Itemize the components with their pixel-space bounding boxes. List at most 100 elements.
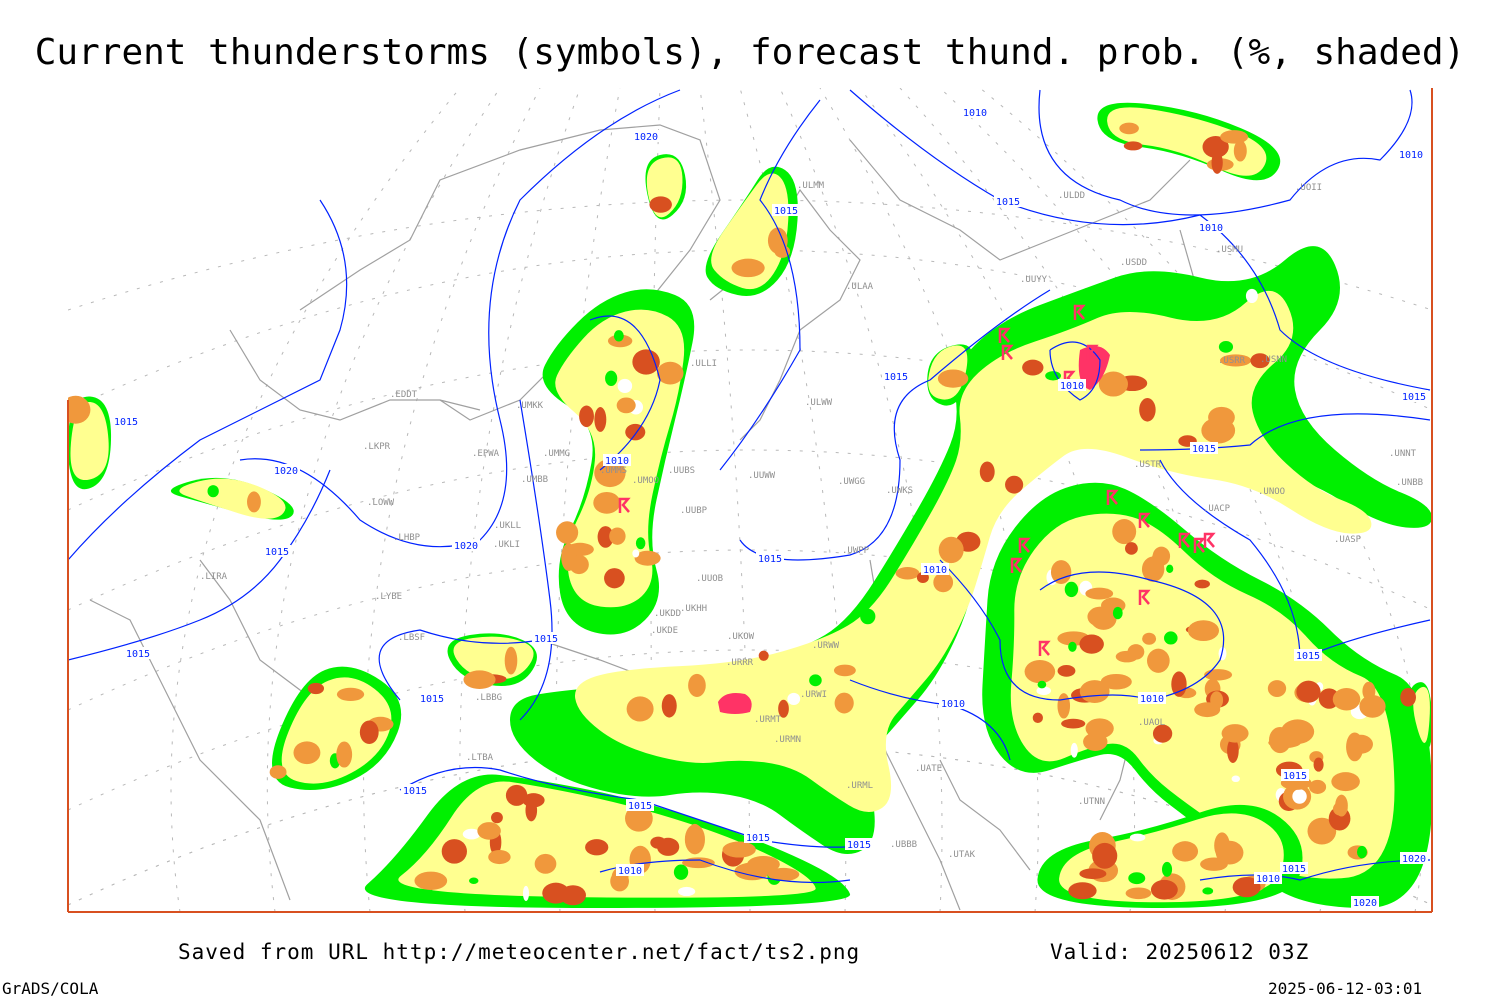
station-label: .URWI [800, 690, 827, 700]
prob-blob-very-high [1296, 680, 1321, 703]
isobar-label: 1015 [114, 417, 138, 428]
isobar-label-bg [921, 563, 949, 575]
isobar-label-bg [1400, 852, 1428, 864]
meridian [899, 88, 1232, 912]
prob-hole [1037, 680, 1047, 689]
meridian [170, 88, 461, 912]
station-label: .UNNT [1389, 449, 1417, 459]
station-label: .UUBP [680, 506, 708, 516]
isobar-line [378, 629, 541, 701]
station-label: .ULWW [805, 398, 833, 408]
station-label: .URMT [754, 715, 782, 725]
station-label: .LTBA [466, 753, 494, 763]
station-label: .UNBB [1396, 478, 1423, 488]
prob-blob-high [1085, 587, 1114, 600]
prob-hole [809, 674, 822, 687]
isobar-label-bg [1058, 379, 1086, 391]
prob-hole [1164, 631, 1178, 645]
station-label: .URWW [812, 641, 840, 651]
isobar-label: 1010 [963, 108, 987, 119]
prob-blob-high [594, 458, 626, 488]
prob-blob-high [1309, 779, 1327, 794]
isobar-label-bg [994, 195, 1022, 207]
prob-hole [632, 549, 640, 558]
prob-blob-high [1233, 140, 1247, 162]
isobar-label: 1015 [884, 372, 908, 383]
station-label: .UUOB [696, 574, 723, 584]
prob-blob-high [731, 258, 765, 278]
prob-blob-very-high [1313, 757, 1324, 772]
prob-blob-very-high [1061, 718, 1086, 729]
prob-blob-high [933, 572, 954, 593]
meridian [266, 88, 501, 912]
prob-blob-very-high [1250, 353, 1270, 369]
isobar-label-bg [772, 204, 800, 216]
isobar-label-bg [418, 692, 446, 704]
station-label: .UTNN [1078, 797, 1105, 807]
thunderstorm-symbol [1138, 589, 1151, 605]
station-label: .UKLL [494, 521, 521, 531]
station-label: .LOWW [367, 498, 395, 508]
isobar-label-bg [616, 864, 644, 876]
prob-blob-very-high [632, 349, 660, 375]
station-label: .LYBE [375, 592, 402, 602]
prob-blob-high [269, 765, 287, 779]
isobar-line [849, 89, 1431, 391]
prob-hole [522, 885, 530, 901]
prob-blob-high [1208, 406, 1235, 428]
prob-blob-high [1085, 718, 1114, 739]
isobar-label: 1015 [1282, 864, 1306, 875]
isobar-label: 1015 [1283, 771, 1307, 782]
prob-blob-very-high [1079, 868, 1107, 880]
thunderstorm-symbol [1038, 640, 1051, 656]
prob-blob-high [463, 670, 496, 689]
station-label: .UMOO [632, 476, 659, 486]
isobar-label-bg [1280, 862, 1308, 874]
station-label: .LIRA [200, 572, 228, 582]
thunderstorm-symbol [1086, 344, 1099, 360]
prob-blob-high [1115, 650, 1138, 663]
storm-area [1078, 346, 1110, 390]
thunderstorm-symbol [1106, 489, 1119, 505]
isobar-label: 1010 [618, 866, 642, 877]
isobar-label: 1015 [265, 547, 289, 558]
prob-blob-high [682, 857, 715, 869]
prob-blob-high [336, 687, 365, 702]
isobar-label: 1010 [1199, 223, 1223, 234]
prob-hole [207, 485, 219, 498]
prob-hole [1128, 872, 1146, 885]
station-label: .UUYY [1020, 275, 1048, 285]
source-url-text: Saved from URL http://meteocenter.net/fa… [178, 940, 861, 964]
prob-hole [1218, 340, 1234, 353]
prob-blob-high [1307, 817, 1337, 845]
software-credit: GrADS/COLA [2, 979, 99, 998]
isobar-label-bg [532, 632, 560, 644]
prob-blob-high [834, 692, 854, 714]
prob-area-mid [711, 173, 789, 290]
isobar-label: 1015 [1296, 651, 1320, 662]
isobar-label: 1010 [1060, 381, 1084, 392]
prob-hole [1070, 742, 1078, 758]
thunderstorm-symbol [1193, 537, 1206, 553]
prob-hole [860, 608, 876, 625]
prob-hole [617, 378, 633, 394]
isobar-line [1049, 341, 1101, 401]
prob-blob-very-high [491, 812, 503, 824]
prob-blob-very-high [1227, 738, 1239, 763]
station-label: .UOII [1295, 183, 1322, 193]
prob-blob-very-high [1022, 359, 1044, 376]
prob-blob-very-high [778, 699, 789, 718]
prob-blob-very-high [1032, 712, 1043, 724]
prob-blob-very-high [1125, 542, 1138, 555]
station-label: .USDD [1120, 258, 1147, 268]
station-label: .UAOL [1138, 718, 1165, 728]
prob-blob-high [625, 805, 653, 832]
prob-blob-high [767, 867, 800, 882]
isobar-label: 1010 [1399, 150, 1423, 161]
prob-hole [787, 692, 801, 706]
prob-hole [677, 886, 696, 897]
isobar-label: 1015 [1402, 392, 1426, 403]
prob-blob-high [488, 849, 511, 865]
isobar-label-bg [939, 697, 967, 709]
prob-blob-very-high [542, 882, 570, 904]
